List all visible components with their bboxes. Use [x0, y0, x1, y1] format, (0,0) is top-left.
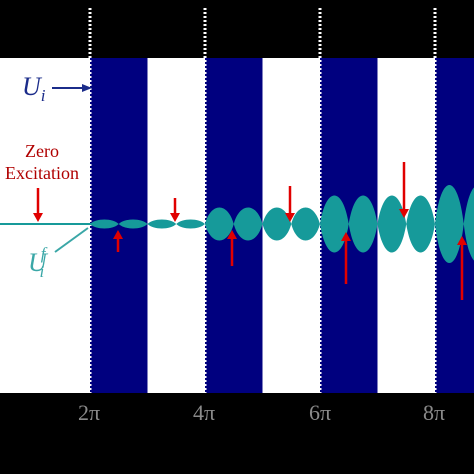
arrow-3-head: [227, 230, 237, 239]
wave-lobe-1: [147, 219, 205, 229]
arrows: [33, 162, 467, 300]
arrow-1-head: [113, 230, 123, 239]
uif-pointer-line: [54, 227, 89, 253]
zero-excitation-label: Zero Excitation: [0, 140, 84, 184]
arrow-6-head: [399, 209, 409, 218]
uif-base: U: [28, 248, 47, 277]
tick-2pi: 2π: [77, 400, 101, 425]
wave-lobe-6: [435, 185, 474, 263]
zero-label-line1: Zero: [25, 141, 59, 161]
tick-6pi: 6π: [308, 400, 332, 425]
ui-label: Ui: [22, 72, 46, 105]
period-markers: [88, 8, 437, 393]
ui-subscript: i: [40, 86, 46, 105]
wave-lobe-2: [205, 207, 263, 241]
ui-base: U: [22, 72, 41, 101]
tick-4pi: 4π: [192, 400, 216, 425]
wave-lobe-0: [90, 219, 148, 229]
zero-label-line2: Excitation: [5, 163, 79, 183]
arrow-7-head: [457, 236, 467, 245]
wave-lobe-4: [320, 195, 378, 253]
wave-envelope: [90, 185, 474, 263]
ui-pointer-head: [82, 84, 92, 92]
tick-8pi: 8π: [422, 400, 446, 425]
arrow-5-head: [341, 232, 351, 241]
uif-subscript: i: [39, 262, 45, 281]
uif-label: Ufi: [28, 244, 56, 281]
wave-lobe-3: [262, 207, 320, 241]
arrow-2-head: [170, 213, 180, 222]
arrow-zero-head: [33, 213, 43, 222]
wave-lobe-5: [377, 195, 435, 253]
arrow-4-head: [285, 213, 295, 222]
uif-superscript: f: [40, 244, 46, 263]
